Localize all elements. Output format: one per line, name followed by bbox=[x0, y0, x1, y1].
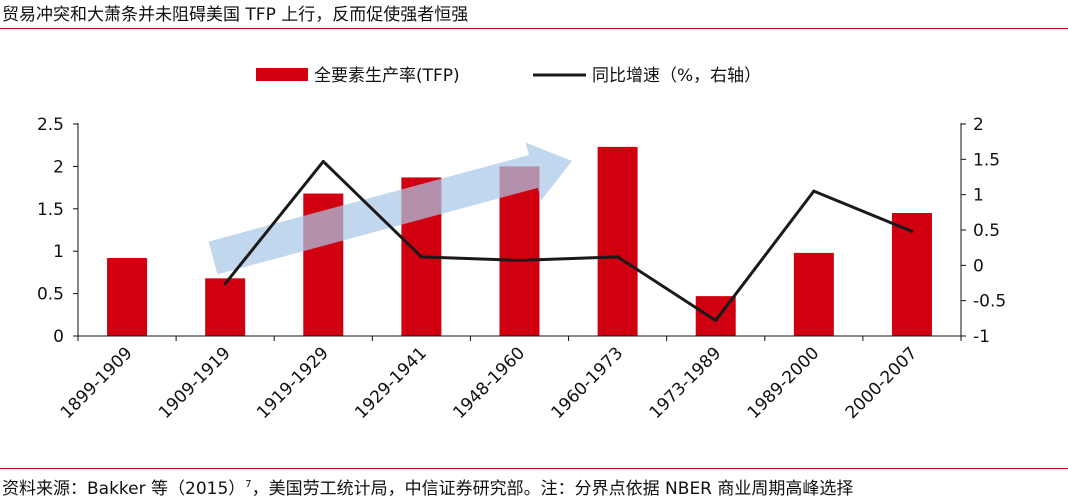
left-tick-label: 2 bbox=[53, 157, 64, 177]
growth-point-1989-2000 bbox=[812, 189, 816, 193]
page-title: 贸易冲突和大萧条并未阻碍美国 TFP 上行，反而促使强者恒强 bbox=[2, 5, 469, 25]
x-tick-label: 1948-1960 bbox=[449, 343, 529, 423]
left-tick-label: 0.5 bbox=[37, 285, 64, 305]
legend: 全要素生产率(TFP) 同比增速（%，右轴） bbox=[256, 66, 761, 86]
bar-2000-2007 bbox=[891, 213, 932, 336]
source-note: 资料来源：Bakker 等（2015）7，美国劳工统计局，中信证券研究部。注：分… bbox=[2, 473, 853, 501]
source-text: 资料来源：Bakker 等（2015） bbox=[2, 479, 246, 499]
growth-point-1960-1973 bbox=[616, 255, 620, 259]
x-tick-label: 1989-2000 bbox=[744, 343, 824, 423]
legend-bar-swatch bbox=[256, 68, 308, 81]
growth-point-1973-1989 bbox=[714, 318, 718, 322]
growth-point-1929-1941 bbox=[419, 255, 423, 259]
right-tick-label: 0 bbox=[973, 256, 984, 276]
legend-bar-label: 全要素生产率(TFP) bbox=[314, 66, 460, 86]
bar-1960-1973 bbox=[597, 146, 638, 336]
growth-point-1909-1919 bbox=[223, 282, 227, 286]
growth-point-1948-1960 bbox=[518, 258, 521, 262]
source-text-suffix: ，美国劳工统计局，中信证券研究部。注：分界点依据 NBER 商业周期高峰选择 bbox=[251, 479, 854, 499]
trend-arrow bbox=[208, 142, 572, 275]
growth-line bbox=[223, 159, 913, 322]
right-tick-label: 2 bbox=[973, 115, 984, 135]
left-tick-label: 1.5 bbox=[37, 200, 64, 220]
combo-chart: 全要素生产率(TFP) 同比增速（%，右轴） 0 0.5 1 1.5 2 2.5 -1 -0.… bbox=[37, 66, 1006, 423]
x-tick-label: 1899-1909 bbox=[57, 343, 137, 423]
source-footnote-mark: 7 bbox=[245, 479, 252, 490]
bar-1909-1919 bbox=[205, 278, 246, 336]
x-tick-label: 1909-1919 bbox=[155, 343, 235, 423]
x-tick-label: 1973-1989 bbox=[646, 343, 726, 423]
right-tick-label: 1 bbox=[973, 186, 984, 206]
bottom-divider bbox=[0, 468, 1068, 469]
left-tick-label: 2.5 bbox=[37, 115, 64, 135]
left-tick-label: 0 bbox=[53, 327, 64, 347]
top-divider bbox=[0, 28, 1068, 29]
x-tick-label: 2000-2007 bbox=[842, 343, 922, 423]
bar-1989-2000 bbox=[793, 252, 834, 336]
legend-line-label: 同比增速（%，右轴） bbox=[592, 66, 761, 86]
left-tick-label: 1 bbox=[53, 242, 64, 262]
growth-point-1919-1929 bbox=[321, 159, 325, 163]
right-tick-label: 0.5 bbox=[973, 221, 1000, 241]
growth-point-2000-2007 bbox=[910, 229, 914, 233]
x-tick-label: 1919-1929 bbox=[253, 343, 333, 423]
right-tick-label: -0.5 bbox=[973, 292, 1006, 312]
x-tick-label: 1929-1941 bbox=[351, 343, 431, 423]
right-tick-label: 1.5 bbox=[973, 150, 1000, 170]
bar-1899-1909 bbox=[107, 257, 148, 336]
x-tick-label: 1960-1973 bbox=[547, 343, 627, 423]
right-tick-label: -1 bbox=[973, 327, 990, 347]
